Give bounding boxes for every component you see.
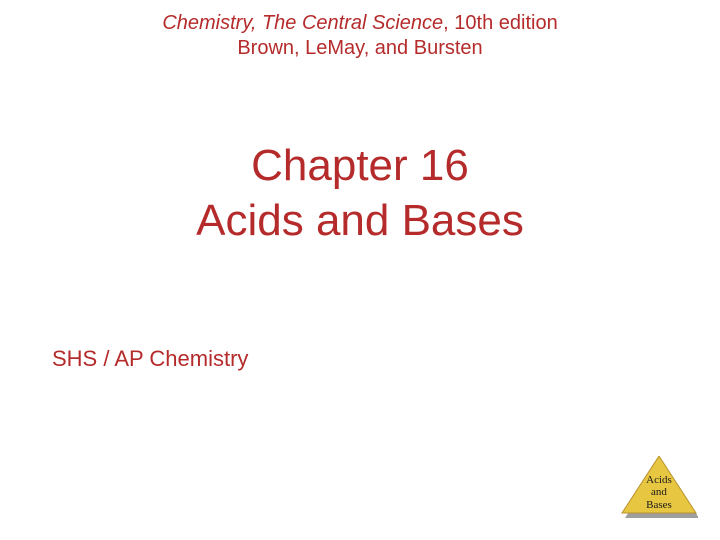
chapter-number: Chapter 16 — [0, 138, 720, 193]
triangle-text-line1: Acids — [620, 474, 698, 486]
chapter-name: Acids and Bases — [0, 193, 720, 248]
triangle-text-line3: Bases — [620, 499, 698, 511]
corner-badge: Acids and Bases — [620, 456, 698, 518]
book-title-edition: , 10th edition — [443, 12, 558, 34]
triangle-text-line2: and — [620, 486, 698, 498]
authors: Brown, LeMay, and Bursten — [0, 37, 720, 60]
book-title-italic: Chemistry, The Central Science — [162, 12, 443, 34]
header-block: Chemistry, The Central Science, 10th edi… — [0, 0, 720, 60]
book-title: Chemistry, The Central Science, 10th edi… — [0, 12, 720, 35]
triangle-text: Acids and Bases — [620, 474, 698, 511]
chapter-title-block: Chapter 16 Acids and Bases — [0, 138, 720, 248]
course-label: SHS / AP Chemistry — [52, 346, 720, 372]
